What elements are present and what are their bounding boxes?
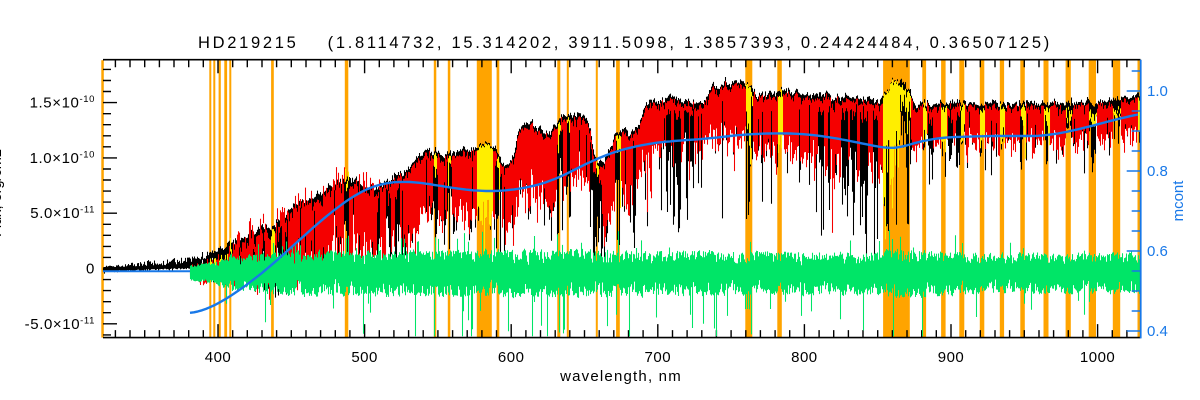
svg-text:HD219215 (1.8114732, 15.314: HD219215 (1.8114732, 15.314202, 3911.509… [198,34,1052,52]
svg-text:1000: 1000 [1080,349,1115,366]
svg-text:1.0: 1.0 [1147,83,1168,100]
svg-text:-5.0×10-11: -5.0×10-11 [25,315,95,333]
svg-text:1.0×10-10: 1.0×10-10 [30,149,95,167]
svg-text:500: 500 [351,349,378,366]
svg-text:1.5×10-10: 1.5×10-10 [30,94,95,112]
svg-text:mcont: mcont [1170,180,1187,222]
svg-text:5.0×10-11: 5.0×10-11 [30,205,95,223]
svg-text:0.6: 0.6 [1147,243,1168,260]
svg-text:0.8: 0.8 [1147,163,1168,180]
svg-text:400: 400 [205,349,232,366]
svg-text:0: 0 [86,261,95,278]
svg-text:900: 900 [938,349,965,366]
svg-text:wavelength, nm: wavelength, nm [559,368,682,385]
svg-text:Flux, erg/cm2: Flux, erg/cm2 [0,149,5,237]
svg-text:800: 800 [791,349,818,366]
svg-text:0.4: 0.4 [1147,323,1168,340]
svg-text:700: 700 [645,349,672,366]
svg-text:600: 600 [498,349,525,366]
